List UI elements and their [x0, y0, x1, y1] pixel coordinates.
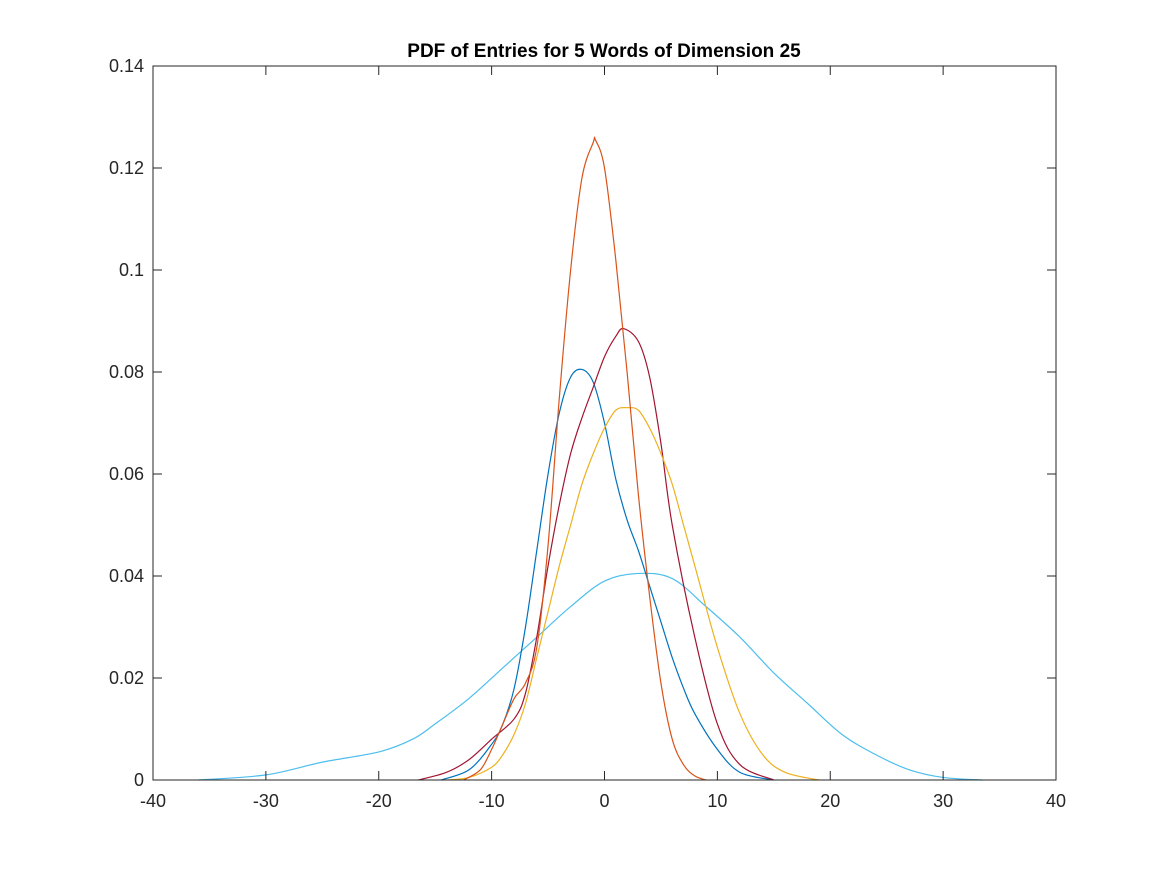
- y-tick-label: 0: [134, 770, 144, 790]
- series-line-4: [446, 407, 820, 781]
- x-tick-label: 30: [933, 791, 953, 811]
- plot-lines: [198, 136, 983, 781]
- x-tick-label: -30: [253, 791, 279, 811]
- y-tick-label: 0.08: [109, 362, 144, 382]
- chart-title: PDF of Entries for 5 Words of Dimension …: [407, 41, 801, 62]
- y-tick-label: 0.04: [109, 566, 144, 586]
- series-line-5: [463, 136, 707, 781]
- x-tick-label: 20: [820, 791, 840, 811]
- series-line-3: [418, 327, 775, 781]
- y-tick-label: 0.12: [109, 158, 144, 178]
- y-tick-label: 0.1: [119, 260, 144, 280]
- series-line-1: [198, 572, 983, 781]
- x-tick-label: -40: [140, 791, 166, 811]
- x-tick-label: -10: [479, 791, 505, 811]
- axis-ticks: [152, 65, 1057, 781]
- axis-tick-labels: -40 -30 -20 -10 0 10 20 30 40 0 0.02 0.04 0.06 0.08 0.…: [109, 56, 1066, 811]
- series-line-2: [440, 368, 774, 781]
- x-tick-label: 10: [707, 791, 727, 811]
- x-tick-label: 40: [1046, 791, 1066, 811]
- y-tick-label: 0.06: [109, 464, 144, 484]
- x-tick-label: 0: [599, 791, 609, 811]
- y-tick-label: 0.14: [109, 56, 144, 76]
- y-tick-label: 0.02: [109, 668, 144, 688]
- x-tick-label: -20: [366, 791, 392, 811]
